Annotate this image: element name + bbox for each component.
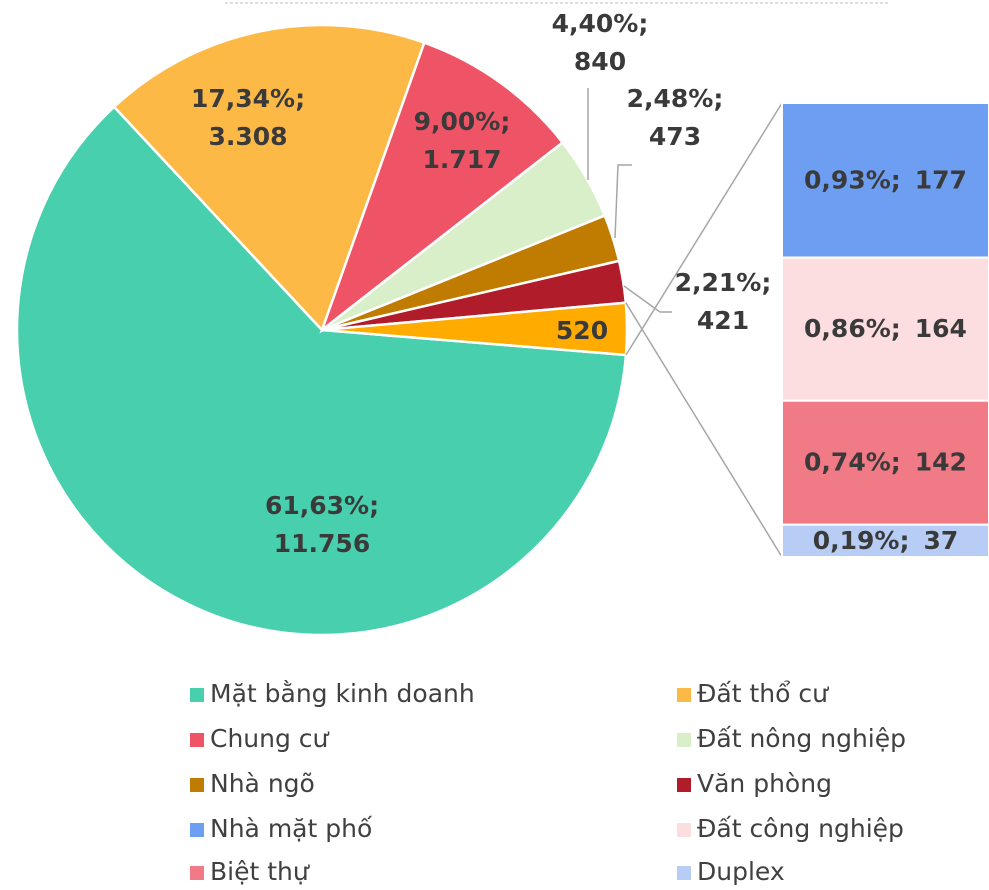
legend-label: Văn phòng — [697, 769, 832, 798]
bar-label: 0,93%; 177 — [804, 165, 967, 194]
data-label-value: 473 — [649, 122, 701, 151]
bar-segment — [781, 523, 989, 559]
bar-label: 0,19%; 37 — [813, 526, 959, 555]
data-label-percent: 17,34%; — [191, 84, 305, 113]
legend-label: Đất công nghiệp — [697, 814, 904, 843]
legend-label: Nhà ngõ — [210, 769, 315, 798]
bar-label-percent: 0,93%; — [804, 165, 901, 194]
bar-label: 0,86%; 164 — [804, 314, 967, 343]
leader-line — [623, 285, 672, 313]
legend-swatch — [190, 823, 204, 837]
pie-slice — [15, 105, 628, 637]
legend-label: Chung cư — [210, 724, 330, 753]
bar-label-percent: 0,86%; — [804, 314, 901, 343]
bar-label-value: 164 — [915, 314, 967, 343]
data-label-percent: 9,00%; — [414, 107, 511, 136]
bar-label-percent: 0,19%; — [813, 526, 910, 555]
pie-slice — [112, 23, 426, 333]
data-label-value: 421 — [697, 306, 749, 335]
legend-swatch — [190, 733, 204, 747]
leader-line — [614, 164, 632, 239]
legend-swatch — [190, 688, 204, 702]
legend-swatch — [677, 778, 691, 792]
connector-line — [625, 102, 783, 356]
bar-segment — [781, 256, 989, 402]
bar-segment — [781, 399, 989, 526]
data-label-value: 1.717 — [422, 145, 501, 174]
data-label-value: 11.756 — [274, 529, 370, 558]
legend-label: Mặt bằng kinh doanh — [210, 679, 475, 708]
data-label-value: 520 — [556, 316, 608, 345]
bar-label-value: 177 — [915, 165, 967, 194]
legend-label: Duplex — [697, 857, 785, 886]
legend-swatch — [677, 733, 691, 747]
data-label-percent: 2,21%; — [675, 268, 772, 297]
legend-label: Nhà mặt phố — [210, 814, 373, 843]
legend-label: Biệt thự — [210, 857, 310, 886]
bar-label-value: 142 — [915, 448, 967, 477]
bar-label-value: 37 — [923, 526, 958, 555]
legend-swatch — [677, 823, 691, 837]
pie-slice — [319, 41, 565, 334]
legend-swatch — [190, 866, 204, 880]
legend-swatch — [190, 778, 204, 792]
data-label-percent: 61,63%; — [265, 491, 379, 520]
legend-label: Đất nông nghiệp — [697, 724, 906, 753]
connector-line — [625, 302, 783, 558]
data-label-value: 3.308 — [208, 122, 287, 151]
bar-label: 0,74%; 142 — [804, 448, 967, 477]
legend-label: Đất thổ cư — [697, 679, 829, 708]
data-label-value: 840 — [574, 47, 626, 76]
legend-swatch — [677, 688, 691, 702]
legend-swatch — [677, 866, 691, 880]
bar-label-percent: 0,74%; — [804, 448, 901, 477]
data-label-percent: 4,40%; — [552, 9, 649, 38]
data-label-percent: 2,48%; — [627, 84, 724, 113]
